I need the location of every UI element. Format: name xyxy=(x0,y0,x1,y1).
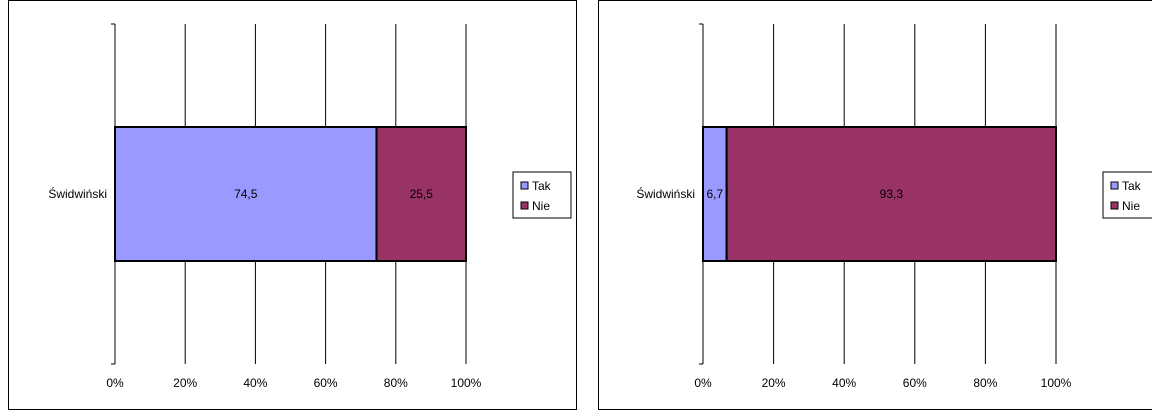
chart-panel-right: 0% 20% 40% 60% 80% 100% 6,7 93,3 Świdwiński Tak Ni… xyxy=(598,0,1152,410)
x-tick-label: 80% xyxy=(973,376,997,390)
legend-label-tak: Tak xyxy=(1122,179,1142,193)
legend: Tak Nie xyxy=(512,171,572,219)
x-tick-label: 40% xyxy=(243,376,267,390)
data-label-tak: 6,7 xyxy=(706,187,723,201)
bar-nie xyxy=(725,126,1057,262)
legend-swatch-tak xyxy=(520,181,529,190)
legend-box xyxy=(512,171,572,219)
stacked-bar-chart-right: 0% 20% 40% 60% 80% 100% 6,7 93,3 Świdwiński Tak Ni… xyxy=(636,23,1152,390)
legend-label-tak: Tak xyxy=(532,179,552,193)
x-tick-label: 80% xyxy=(384,376,408,390)
legend-label-nie: Nie xyxy=(1122,199,1140,213)
bar-nie xyxy=(375,126,467,262)
legend-swatch-tak xyxy=(1110,181,1119,190)
x-tick-label: 0% xyxy=(694,376,712,390)
data-label-tak: 74,5 xyxy=(234,187,258,201)
x-tick-label: 100% xyxy=(1041,376,1072,390)
legend-swatch-nie xyxy=(520,201,529,210)
data-label-nie: 93,3 xyxy=(880,187,904,201)
legend: Tak Nie xyxy=(1102,171,1152,219)
x-tick-label: 0% xyxy=(106,376,124,390)
chart-panel-left: 0% 20% 40% 60% 80% 100% 74,5 25,5 Świdwiński Tak N… xyxy=(8,0,577,410)
x-tick-label: 60% xyxy=(903,376,927,390)
x-tick-label: 20% xyxy=(173,376,197,390)
x-tick-label: 20% xyxy=(762,376,786,390)
x-tick-label: 60% xyxy=(314,376,338,390)
stacked-bar-chart-left: 0% 20% 40% 60% 80% 100% 74,5 25,5 Świdwiński Tak N… xyxy=(48,23,572,390)
bar-tak xyxy=(114,126,378,262)
data-label-nie: 25,5 xyxy=(410,187,434,201)
category-label: Świdwiński xyxy=(636,186,695,201)
legend-box xyxy=(1102,171,1152,219)
x-tick-label: 100% xyxy=(451,376,482,390)
x-tick-label: 40% xyxy=(832,376,856,390)
legend-swatch-nie xyxy=(1110,201,1119,210)
legend-label-nie: Nie xyxy=(532,199,550,213)
category-label: Świdwiński xyxy=(48,186,107,201)
